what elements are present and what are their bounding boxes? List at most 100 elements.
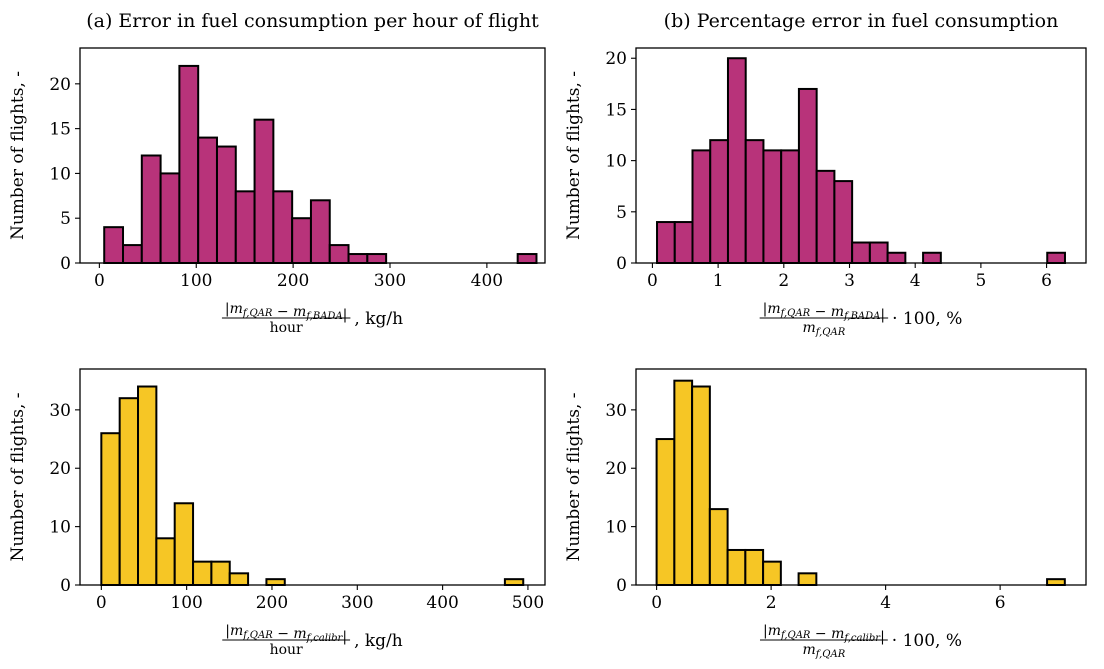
- histogram-bar: [100, 432, 121, 586]
- histogram-bar: [234, 190, 256, 264]
- histogram-bar: [656, 221, 676, 265]
- histogram-bar: [309, 199, 331, 265]
- histogram-bar: [1046, 251, 1066, 264]
- x-tick-label: 4: [880, 593, 891, 613]
- chart-title: (b) Percentage error in fuel consumption: [664, 10, 1059, 32]
- x-label-denominator: hour: [270, 642, 303, 658]
- histogram-bar: [173, 502, 195, 586]
- histogram-bar: [122, 244, 143, 264]
- histogram-bar: [253, 118, 275, 264]
- x-tick-label: 300: [374, 271, 406, 291]
- histogram-bar: [868, 241, 889, 264]
- x-tick-label: 200: [256, 593, 288, 613]
- histogram-bar: [155, 537, 176, 587]
- x-tick-label: 0: [96, 593, 107, 613]
- x-tick-label: 0: [94, 271, 105, 291]
- x-tick-label: 400: [426, 593, 458, 613]
- y-tick-label: 10: [49, 518, 71, 538]
- x-tick-label: 100: [170, 593, 202, 613]
- histogram-bar: [516, 253, 538, 265]
- y-tick-label: 15: [605, 100, 627, 120]
- histogram-bar: [797, 572, 818, 587]
- chart-panel-3: 0 100 200 300 400 500 0 10 20 30 Number of flights…: [8, 368, 546, 658]
- x-label-unit: · 100, %: [892, 309, 962, 329]
- x-label-numerator: |mf,QAR − mf,BADA|: [225, 301, 347, 323]
- histogram-bar: [708, 508, 729, 586]
- histogram-bar: [159, 172, 181, 265]
- histogram-bar: [797, 87, 818, 264]
- x-tick-label: 200: [277, 271, 309, 291]
- histogram-bar: [103, 226, 125, 265]
- histogram-bar: [137, 385, 158, 586]
- y-tick-label: 30: [49, 401, 71, 421]
- x-tick-label: 300: [341, 593, 373, 613]
- y-axis-label: Number of flights, -: [564, 71, 584, 240]
- histogram-bar: [328, 244, 350, 264]
- histogram-bar: [886, 251, 907, 264]
- x-label-unit: , kg/h: [354, 309, 403, 329]
- y-tick-label: 10: [49, 164, 71, 184]
- histogram-bar: [118, 397, 140, 586]
- x-label-unit: , kg/h: [354, 631, 403, 651]
- x-label-numerator: |mf,QAR − mf,calibr|: [763, 623, 885, 645]
- x-tick-label: 500: [512, 593, 544, 613]
- histogram-bar: [291, 217, 312, 264]
- y-tick-label: 0: [60, 576, 71, 596]
- y-tick-label: 30: [605, 401, 627, 421]
- histogram-bar: [347, 253, 369, 265]
- y-tick-label: 0: [616, 254, 627, 274]
- histogram-bar: [691, 149, 712, 264]
- histogram-bar: [197, 136, 218, 264]
- axes-frame: [79, 368, 546, 586]
- x-label-numerator: |mf,QAR − mf,BADA|: [763, 301, 885, 323]
- axes-frame: [635, 368, 1087, 586]
- histogram-bar: [673, 221, 694, 265]
- x-label-numerator: |mf,QAR − mf,calibr|: [225, 623, 347, 645]
- histogram-bar: [178, 64, 200, 264]
- histogram-bar: [709, 139, 729, 264]
- y-tick-label: 20: [605, 459, 627, 479]
- x-tick-label: 100: [180, 271, 212, 291]
- histogram-bar: [726, 57, 747, 264]
- histogram-bar: [210, 560, 231, 586]
- x-tick-label: 0: [647, 271, 658, 291]
- y-tick-label: 20: [605, 49, 627, 69]
- chart-panel-4: 0 2 4 6 0 10 20 30 Number of flights, - |mf,QAR −…: [564, 368, 1087, 660]
- x-label-unit: · 100, %: [892, 631, 962, 651]
- axes-frame: [79, 47, 546, 264]
- histogram-bar: [192, 560, 213, 586]
- x-tick-label: 4: [910, 271, 921, 291]
- y-axis-label: Number of flights, -: [564, 392, 584, 561]
- histogram-bar: [673, 379, 694, 587]
- histogram-bar: [780, 149, 800, 264]
- histogram-bar: [140, 154, 162, 264]
- histogram-bar: [851, 241, 871, 264]
- x-tick-label: 6: [1041, 271, 1052, 291]
- y-tick-label: 0: [616, 576, 627, 596]
- histogram-bar: [1046, 578, 1066, 587]
- histogram-bar: [762, 560, 782, 586]
- x-tick-label: 0: [651, 593, 662, 613]
- axes-frame: [635, 47, 1087, 264]
- x-label-denominator: hour: [270, 320, 303, 336]
- histogram-bar: [215, 145, 237, 265]
- chart-panel-1: 0 100 200 300 400 0 5 10 15 20 Number of flights, …: [8, 10, 546, 336]
- x-tick-label: 3: [844, 271, 855, 291]
- x-tick-label: 5: [975, 271, 986, 291]
- chart-panel-2: 0 1 2 3 4 5 6 0 5 10 15 20 Number of flights, - (b) P…: [564, 10, 1087, 338]
- histogram-bar: [922, 251, 942, 264]
- histogram-bar: [503, 578, 525, 587]
- histogram-bar: [744, 548, 765, 586]
- histogram-bar: [691, 385, 711, 586]
- y-tick-label: 10: [605, 152, 627, 172]
- y-tick-label: 20: [49, 75, 71, 95]
- histogram-bar: [833, 180, 854, 265]
- histogram-bar: [815, 169, 836, 265]
- chart-title: (a) Error in fuel consumption per hour o…: [86, 10, 539, 32]
- histogram-bar: [228, 572, 250, 587]
- y-tick-label: 10: [605, 518, 627, 538]
- x-tick-label: 6: [995, 593, 1006, 613]
- x-label-denominator: mf,QAR: [803, 642, 846, 660]
- x-tick-label: 2: [766, 593, 777, 613]
